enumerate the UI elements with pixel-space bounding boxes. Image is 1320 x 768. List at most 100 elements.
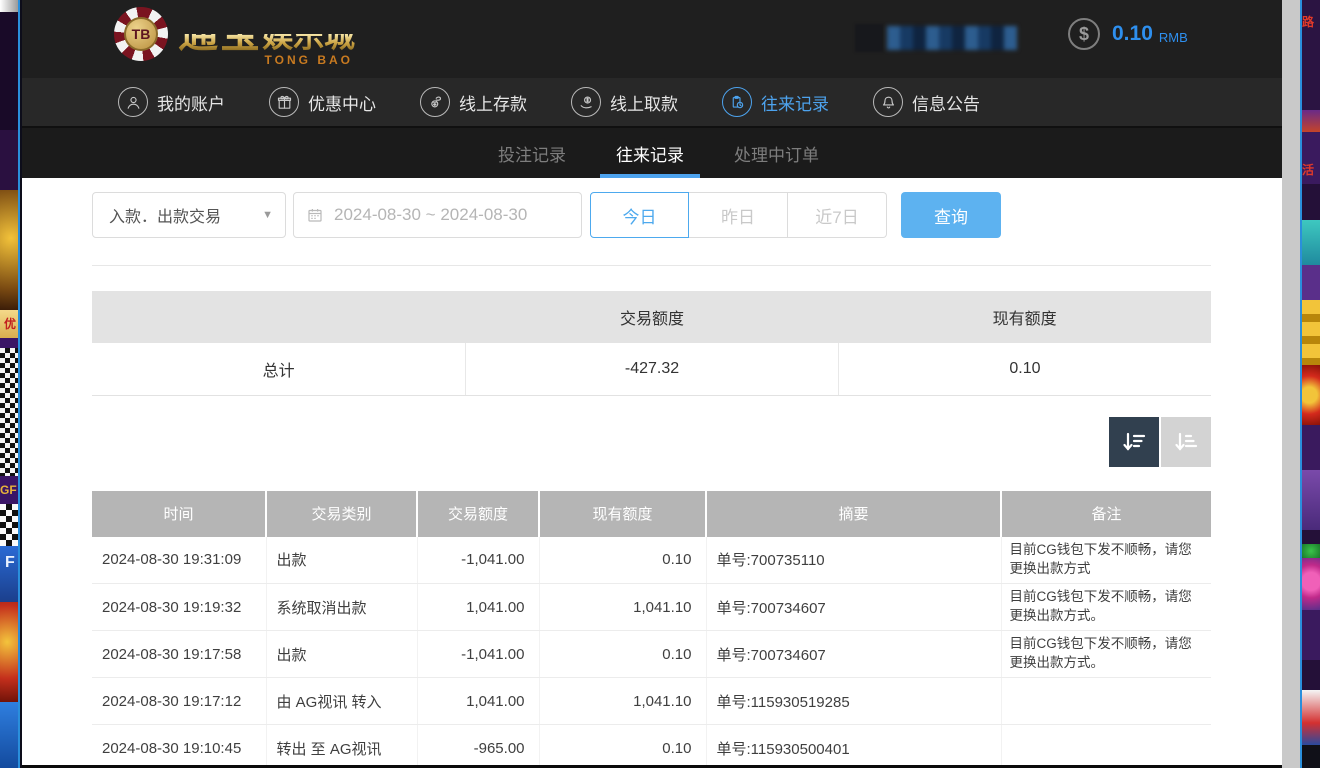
cell-note xyxy=(1000,677,1211,725)
table-header-row: 时间 交易类别 交易额度 现有额度 摘要 备注 xyxy=(92,490,1211,537)
window-border xyxy=(1300,0,1302,768)
cell-summary: 单号:700735110 xyxy=(705,536,1001,584)
bg-text-mid: 活 xyxy=(1302,132,1320,184)
chevron-down-icon: ▼ xyxy=(262,209,273,221)
cell-balance: 0.10 xyxy=(538,536,706,584)
nav-label: 线上取款 xyxy=(610,94,678,114)
bg-purple xyxy=(0,130,18,190)
bg-game-art xyxy=(1302,265,1320,300)
bg-promo-text: 优 xyxy=(0,310,18,338)
cell-summary: 单号:700734607 xyxy=(705,630,1001,678)
bg-qr-code xyxy=(0,504,18,546)
user-avatar xyxy=(855,24,883,52)
quick-range-group: 今日 昨日 近7日 xyxy=(590,192,887,238)
username-blur-block xyxy=(887,26,1017,50)
tab-transaction-records[interactable]: 往来记录 xyxy=(600,128,700,178)
cell-note: 目前CG钱包下发不顺畅，请您更换出款方式。 xyxy=(1000,583,1211,631)
cell-balance: 1,041.10 xyxy=(538,583,706,631)
summary-trade-amount: -427.32 xyxy=(465,343,839,396)
tab-pending-orders[interactable]: 处理中订单 xyxy=(718,128,835,178)
sort-ascending-button[interactable] xyxy=(1161,416,1211,467)
records-content: 入款．出款交易 ▼ 2024-08-30 ~ 2024-08-30 今日 昨日 … xyxy=(22,178,1282,765)
bg-game-art xyxy=(1302,470,1320,530)
tab-betting-records[interactable]: 投注记录 xyxy=(482,128,582,178)
filter-row: 入款．出款交易 ▼ 2024-08-30 ~ 2024-08-30 今日 昨日 … xyxy=(92,192,1211,238)
bg-text-top: 路 xyxy=(1302,0,1320,110)
calendar-icon xyxy=(308,209,322,222)
chip-label: TB xyxy=(124,17,158,51)
cell-time: 2024-08-30 19:10:45 xyxy=(92,724,266,765)
col-header-note: 备注 xyxy=(1000,490,1211,537)
cell-type: 由 AG视讯 转入 xyxy=(265,677,417,725)
site-logo[interactable]: TB 通宝娱乐城 TONG BAO xyxy=(114,7,355,67)
logo-title-small: 娱乐城 xyxy=(262,19,355,54)
table-row: 2024-08-30 19:17:12 由 AG视讯 转入 1,041.00 1… xyxy=(92,677,1211,725)
window-bottom-edge xyxy=(22,765,1282,768)
sort-ascending-icon xyxy=(1175,432,1198,451)
range-7days-button[interactable]: 近7日 xyxy=(788,192,887,238)
cell-summary: 单号:115930500401 xyxy=(705,724,1001,765)
balance-display[interactable]: $ 0.10 RMB xyxy=(1068,18,1188,50)
cell-note: 目前CG钱包下发不顺畅，请您更换出款方式。 xyxy=(1000,630,1211,678)
transactions-table: 时间 交易类别 交易额度 现有额度 摘要 备注 2024-08-30 19:31… xyxy=(92,490,1211,765)
bg-game-art xyxy=(1302,365,1320,425)
logo-subtitle: TONG BAO xyxy=(264,53,353,67)
transaction-type-select[interactable]: 入款．出款交易 ▼ xyxy=(92,192,286,238)
bg-game-art xyxy=(1302,745,1320,768)
bg-game-art xyxy=(1302,660,1320,690)
sort-controls xyxy=(92,416,1211,467)
bg-candy-art xyxy=(1302,558,1320,610)
bg-game-art xyxy=(1302,530,1320,544)
range-label: 昨日 xyxy=(721,207,755,227)
nav-item-withdraw[interactable]: 线上取款 xyxy=(571,87,678,117)
dollar-coin-icon: $ xyxy=(1068,18,1100,50)
browser-scrollbar[interactable] xyxy=(1282,0,1300,768)
col-header-amount: 交易额度 xyxy=(416,490,539,537)
cell-time: 2024-08-30 19:17:58 xyxy=(92,630,266,678)
tab-label: 往来记录 xyxy=(616,145,684,165)
cell-balance: 1,041.10 xyxy=(538,677,706,725)
nav-item-transaction-records[interactable]: 往来记录 xyxy=(722,87,829,117)
bg-game-art xyxy=(1302,220,1320,265)
cell-summary: 单号:115930519285 xyxy=(705,677,1001,725)
nav-item-my-account[interactable]: 我的账户 xyxy=(118,87,225,117)
page-background-right: 路 活 xyxy=(1302,0,1320,768)
bg-game-art xyxy=(0,602,18,702)
sort-descending-icon xyxy=(1123,432,1146,451)
cell-summary: 单号:700734607 xyxy=(705,583,1001,631)
sort-descending-button[interactable] xyxy=(1109,416,1159,467)
cell-amount: 1,041.00 xyxy=(416,583,539,631)
date-range-input[interactable]: 2024-08-30 ~ 2024-08-30 xyxy=(293,192,582,238)
table-row: 2024-08-30 19:19:32 系统取消出款 1,041.00 1,04… xyxy=(92,583,1211,631)
date-range-value: 2024-08-30 ~ 2024-08-30 xyxy=(334,205,528,224)
deposit-coin-icon xyxy=(420,87,450,117)
bg-gray-block xyxy=(0,0,18,12)
range-label: 近7日 xyxy=(815,207,859,227)
summary-header-empty xyxy=(92,291,466,343)
bg-game-art xyxy=(1302,425,1320,470)
nav-label: 优惠中心 xyxy=(308,94,376,114)
select-value: 入款．出款交易 xyxy=(109,209,222,226)
nav-item-deposit[interactable]: 线上存款 xyxy=(420,87,527,117)
tab-label: 投注记录 xyxy=(498,145,566,165)
cell-time: 2024-08-30 19:31:09 xyxy=(92,536,266,584)
table-row: 2024-08-30 19:31:09 出款 -1,041.00 0.10 单号… xyxy=(92,536,1211,584)
range-yesterday-button[interactable]: 昨日 xyxy=(689,192,788,238)
bg-qr-code xyxy=(0,348,18,476)
cell-time: 2024-08-30 19:17:12 xyxy=(92,677,266,725)
bg-brand-text: GF xyxy=(0,476,18,504)
records-clipboard-icon xyxy=(722,87,752,117)
range-today-button[interactable]: 今日 xyxy=(590,192,689,238)
table-row: 2024-08-30 19:10:45 转出 至 AG视讯 -965.00 0.… xyxy=(92,724,1211,765)
bg-game-art xyxy=(1302,690,1320,745)
nav-label: 往来记录 xyxy=(761,94,829,114)
withdraw-coin-icon xyxy=(571,87,601,117)
nav-item-promotions[interactable]: 优惠中心 xyxy=(269,87,376,117)
query-button[interactable]: 查询 xyxy=(901,192,1001,238)
top-header: TB 通宝娱乐城 TONG BAO $ 0.10 RMB xyxy=(22,0,1282,78)
nav-item-announcements[interactable]: 信息公告 xyxy=(873,87,980,117)
main-nav: 我的账户 优惠中心 线上存款 线上取款 xyxy=(22,78,1282,128)
main-window: TB 通宝娱乐城 TONG BAO $ 0.10 RMB xyxy=(22,0,1282,768)
summary-header-trade: 交易额度 xyxy=(465,291,839,343)
cell-time: 2024-08-30 19:19:32 xyxy=(92,583,266,631)
